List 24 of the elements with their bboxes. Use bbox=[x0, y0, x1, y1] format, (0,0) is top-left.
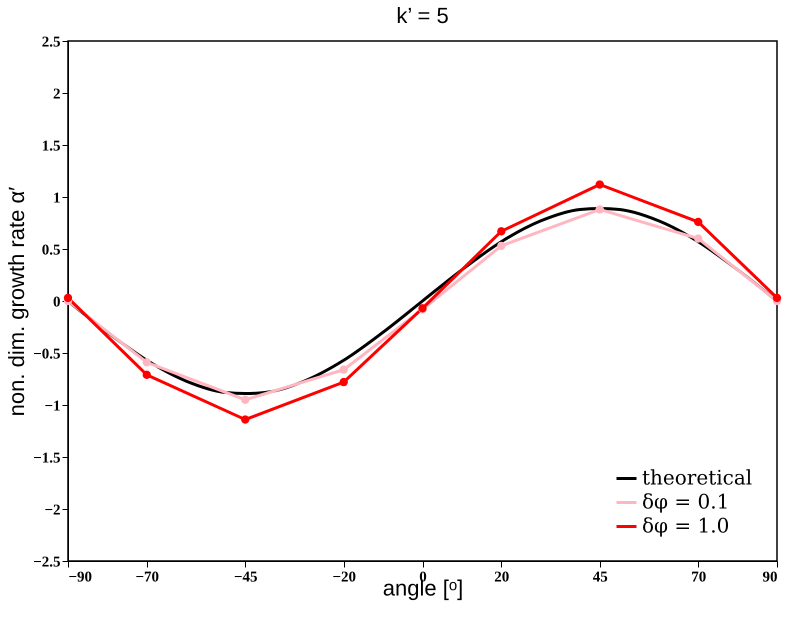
y-tick-label: −2 bbox=[44, 502, 60, 518]
x-tick-label: −20 bbox=[332, 570, 356, 586]
y-tick-label: 0.5 bbox=[42, 242, 60, 258]
y-tick-label: −1 bbox=[44, 398, 60, 414]
x-tick-label: 45 bbox=[592, 570, 608, 586]
x-tick-label: 90 bbox=[762, 570, 778, 586]
x-tick-label: −70 bbox=[135, 570, 160, 586]
y-tick-label: 2.5 bbox=[42, 34, 60, 50]
y-tick-label: −0.5 bbox=[33, 346, 60, 362]
x-tick-label: −90 bbox=[68, 570, 92, 586]
y-tick-label: 1 bbox=[53, 190, 60, 206]
x-tick-label: 20 bbox=[494, 570, 510, 586]
x-tick-label: −45 bbox=[234, 570, 258, 586]
y-tick-label: 2 bbox=[53, 86, 60, 102]
y-tick-label: 1.5 bbox=[42, 138, 60, 154]
y-tick-label: −1.5 bbox=[33, 450, 60, 466]
chart-title: k’ = 5 bbox=[396, 3, 449, 28]
y-tick-label: 0 bbox=[53, 294, 60, 310]
legend-label: δφ = 0.1 bbox=[642, 490, 730, 514]
x-tick-label: 70 bbox=[691, 570, 706, 586]
legend-label: theoretical bbox=[642, 466, 752, 490]
y-tick-label: −2.5 bbox=[33, 554, 60, 570]
legend-label: δφ = 1.0 bbox=[642, 514, 730, 538]
y-axis-title: non. dim. growth rate α′ bbox=[4, 186, 30, 416]
